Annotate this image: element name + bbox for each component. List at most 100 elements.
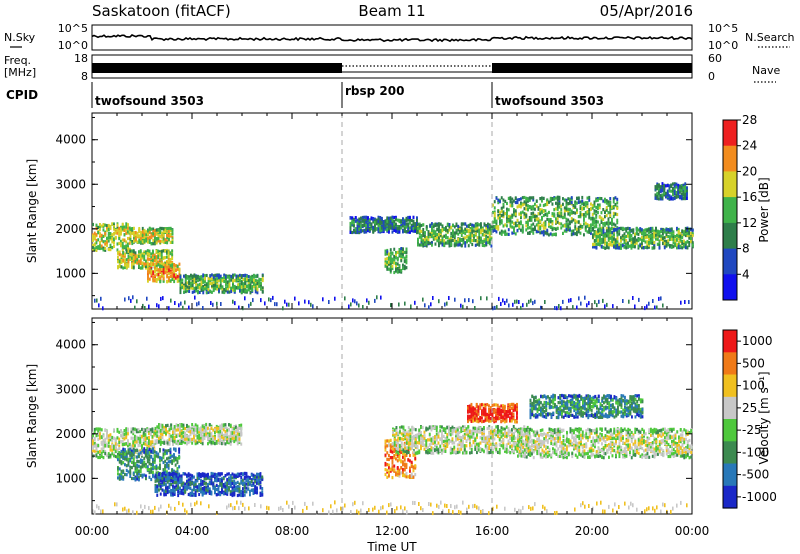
echo-cell (128, 241, 131, 245)
ground-scatter-cell (142, 509, 144, 514)
echo-cell (546, 198, 549, 202)
echo-cell (487, 236, 489, 240)
echo-cell (177, 426, 180, 430)
echo-cell (459, 238, 461, 242)
echo-cell (667, 230, 670, 234)
echo-cell (412, 222, 415, 226)
nave-label: Nave (752, 64, 780, 77)
echo-cell (595, 232, 598, 236)
echo-cell (609, 234, 612, 238)
echo-cell (497, 216, 500, 220)
echo-cell (172, 440, 174, 444)
echo-cell (407, 229, 410, 233)
echo-cell (625, 243, 628, 247)
echo-cell (195, 289, 198, 293)
echo-cell (459, 227, 461, 231)
ground-scatter-cell (162, 296, 164, 301)
echo-cell (679, 237, 682, 241)
echo-cell (136, 254, 139, 258)
echo-cell (609, 201, 612, 205)
echo-cell (416, 231, 418, 235)
echo-cell (691, 241, 694, 245)
echo-cell (677, 195, 680, 199)
echo-cell (616, 233, 619, 237)
echo-cell (599, 237, 601, 241)
echo-cell (618, 246, 621, 250)
echo-cell (102, 438, 105, 442)
echo-cell (193, 274, 196, 278)
echo-cell (240, 280, 243, 284)
ground-scatter-cell (136, 299, 138, 304)
echo-cell (102, 248, 105, 252)
echo-cell (493, 217, 496, 221)
echo-cell (365, 222, 368, 226)
echo-cell (166, 227, 169, 231)
echo-cell (155, 272, 158, 276)
echo-cell (565, 222, 568, 226)
echo-cell (537, 206, 540, 210)
echo-cell (118, 264, 121, 268)
echo-cell (148, 257, 151, 261)
echo-cell (141, 264, 144, 268)
ground-scatter-cell (560, 306, 562, 311)
echo-cell (673, 184, 676, 188)
ground-scatter-cell (444, 302, 446, 307)
echo-cell (111, 233, 114, 237)
echo-cell (448, 225, 451, 229)
echo-cell (583, 213, 585, 217)
echo-cell (595, 223, 598, 227)
echo-cell (140, 237, 142, 241)
echo-cell (107, 227, 110, 231)
echo-cell (658, 187, 660, 191)
echo-cell (120, 440, 122, 444)
echo-cell (129, 249, 132, 253)
echo-cell (188, 277, 191, 281)
echo-cell (424, 240, 426, 244)
echo-cell (153, 259, 156, 263)
echo-cell (100, 244, 103, 248)
echo-cell (141, 229, 144, 233)
echo-cell (600, 226, 603, 230)
echo-cell (593, 201, 596, 205)
echo-cell (114, 437, 117, 441)
ground-scatter-cell (446, 301, 448, 306)
echo-cell (541, 210, 543, 214)
echo-cell (574, 219, 577, 223)
ground-scatter-cell (130, 298, 132, 303)
echo-cell (441, 241, 444, 245)
echo-cell (107, 452, 110, 456)
echo-cell (507, 208, 510, 212)
echo-cell (588, 227, 591, 231)
echo-cell (502, 230, 505, 234)
echo-cell (155, 241, 158, 245)
echo-cell (132, 440, 135, 444)
echo-cell (214, 287, 217, 291)
echo-cell (395, 218, 397, 222)
echo-cell (471, 238, 474, 243)
echo-cell (261, 286, 264, 290)
echo-cell (377, 219, 380, 223)
ground-scatter-cell (636, 507, 638, 512)
echo-cell (134, 231, 137, 235)
echo-cell (492, 224, 494, 228)
echo-cell (577, 220, 580, 224)
echo-cell (581, 207, 584, 211)
echo-cell (260, 281, 262, 285)
echo-cell (604, 246, 607, 250)
echo-cell (166, 255, 168, 259)
echo-cell (129, 230, 132, 234)
echo-cell (389, 251, 392, 255)
echo-cell (146, 249, 149, 253)
echo-cell (139, 261, 142, 265)
echo-cell (104, 440, 107, 444)
echo-cell (197, 278, 199, 282)
ground-scatter-cell (544, 506, 546, 511)
echo-cell (605, 199, 608, 203)
echo-cell (663, 184, 666, 188)
echo-cell (157, 232, 160, 236)
echo-cell (191, 279, 194, 283)
echo-cell (232, 283, 234, 287)
echo-cell (467, 236, 470, 240)
echo-cell (124, 263, 126, 267)
ground-scatter-cell (646, 304, 648, 309)
